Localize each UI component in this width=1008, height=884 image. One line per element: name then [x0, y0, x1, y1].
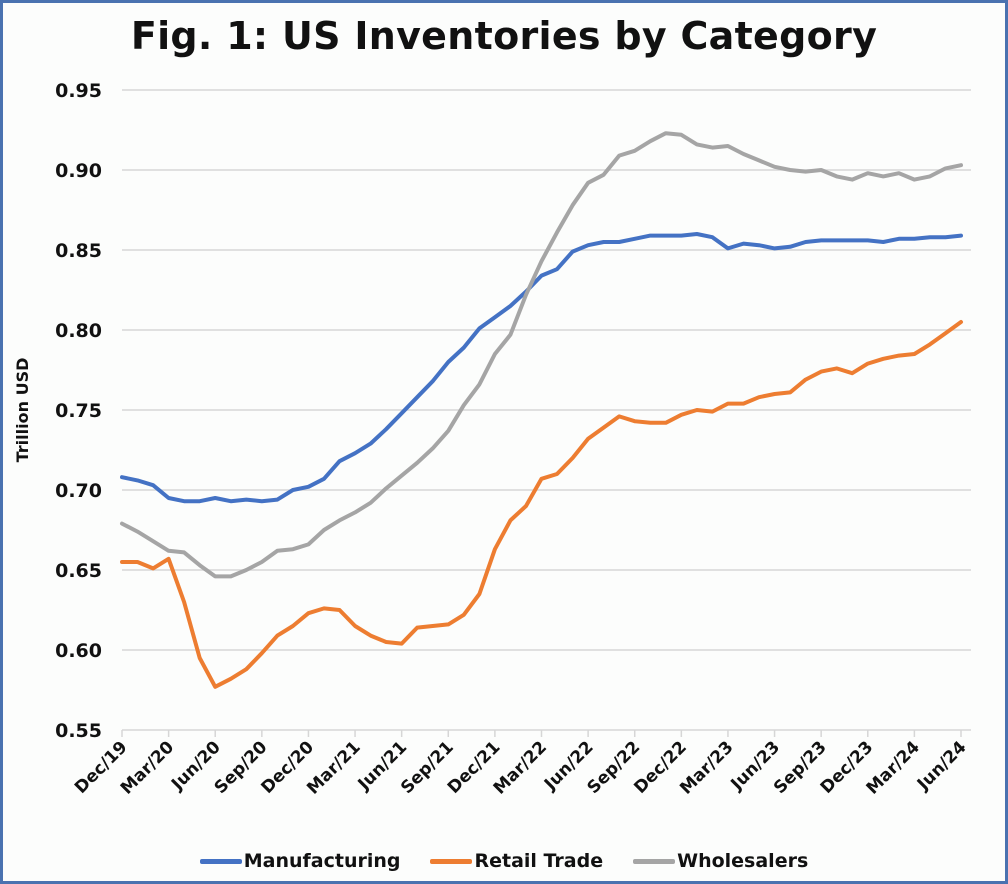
- y-tick-labels: 0.55 0.60 0.65 0.70 0.75 0.80 0.85 0.90 0.95: [55, 80, 102, 742]
- series-line-manufacturing: [120, 232, 963, 504]
- y-tick-label: 0.75: [55, 400, 102, 422]
- legend-item-wholesalers[interactable]: Wholesalers: [633, 850, 808, 872]
- series-lines: [120, 131, 963, 689]
- legend-item-retail-trade[interactable]: Retail Trade: [430, 850, 603, 872]
- y-tick-label: 0.55: [55, 720, 102, 742]
- x-tick-labels: Dec/19Mar/20Jun/20Sep/20Dec/20Mar/21Jun/…: [71, 737, 971, 798]
- legend-label-retail-trade: Retail Trade: [474, 850, 604, 872]
- y-tick-label: 0.70: [55, 480, 102, 502]
- y-tick-label: 0.90: [55, 160, 102, 182]
- series-line-wholesalers: [120, 131, 963, 579]
- legend-swatch-retail-trade: [430, 858, 473, 864]
- series-line-retail-trade: [120, 320, 963, 689]
- legend-swatch-manufacturing: [199, 858, 242, 864]
- y-tick-label: 0.80: [55, 320, 102, 342]
- y-tick-label: 0.95: [55, 80, 102, 102]
- legend-item-manufacturing[interactable]: Manufacturing: [199, 850, 401, 872]
- y-tick-label: 0.85: [55, 240, 102, 262]
- x-tick-label: Jun/24: [913, 737, 971, 795]
- legend: Manufacturing Retail Trade Wholesalers: [0, 850, 1008, 872]
- chart-title: Fig. 1: US Inventories by Category: [130, 14, 878, 58]
- legend-swatch-wholesalers: [633, 858, 676, 864]
- y-tick-label: 0.65: [55, 560, 102, 582]
- legend-label-wholesalers: Wholesalers: [677, 850, 809, 872]
- y-axis-label: Trillion USD: [13, 358, 32, 463]
- legend-label-manufacturing: Manufacturing: [243, 850, 401, 872]
- y-tick-label: 0.60: [55, 640, 102, 662]
- gridlines: [121, 89, 971, 737]
